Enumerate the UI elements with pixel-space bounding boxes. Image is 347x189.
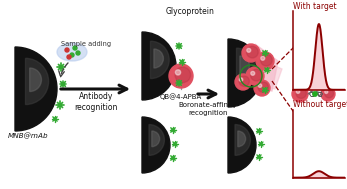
Wedge shape — [238, 131, 246, 147]
Circle shape — [60, 66, 62, 68]
Wedge shape — [154, 49, 163, 68]
Circle shape — [261, 56, 265, 60]
Text: Boronate-affinity
recognition: Boronate-affinity recognition — [179, 102, 237, 115]
Wedge shape — [142, 32, 176, 100]
Text: Antibody
recognition: Antibody recognition — [74, 92, 118, 112]
Circle shape — [235, 74, 251, 90]
Circle shape — [175, 70, 181, 75]
Circle shape — [239, 78, 243, 81]
Circle shape — [172, 157, 174, 159]
Text: MNB@mAb: MNB@mAb — [8, 133, 48, 139]
Circle shape — [70, 53, 74, 57]
Wedge shape — [149, 125, 164, 155]
Text: Without target: Without target — [293, 100, 347, 109]
Circle shape — [239, 76, 249, 86]
Circle shape — [59, 104, 61, 106]
Circle shape — [292, 86, 308, 102]
Circle shape — [254, 80, 270, 96]
Wedge shape — [25, 58, 49, 105]
Wedge shape — [15, 47, 57, 131]
Circle shape — [76, 51, 80, 55]
Ellipse shape — [57, 43, 87, 61]
Circle shape — [67, 55, 71, 59]
Circle shape — [73, 46, 77, 50]
Polygon shape — [249, 44, 278, 91]
Circle shape — [175, 67, 191, 83]
Circle shape — [181, 61, 183, 63]
Circle shape — [169, 64, 193, 88]
Circle shape — [325, 90, 328, 93]
Text: QB@4-APBA: QB@4-APBA — [160, 94, 202, 100]
Circle shape — [260, 143, 262, 145]
Circle shape — [296, 88, 306, 98]
Circle shape — [258, 156, 260, 158]
Circle shape — [261, 54, 272, 66]
Circle shape — [246, 67, 264, 85]
Circle shape — [324, 89, 333, 98]
Circle shape — [296, 90, 300, 93]
Circle shape — [313, 92, 317, 96]
Circle shape — [321, 87, 335, 101]
Circle shape — [246, 46, 258, 58]
Circle shape — [178, 82, 180, 84]
Circle shape — [256, 52, 274, 70]
Circle shape — [258, 84, 262, 87]
Wedge shape — [235, 125, 251, 155]
Circle shape — [65, 48, 69, 52]
Circle shape — [62, 83, 64, 85]
Wedge shape — [228, 39, 262, 107]
Circle shape — [178, 45, 180, 47]
Circle shape — [251, 71, 255, 75]
Wedge shape — [240, 56, 249, 75]
Circle shape — [54, 118, 56, 120]
Wedge shape — [30, 68, 41, 91]
Wedge shape — [228, 117, 256, 173]
Circle shape — [266, 69, 268, 71]
Circle shape — [247, 48, 251, 52]
Polygon shape — [240, 51, 282, 89]
Wedge shape — [151, 41, 169, 79]
Wedge shape — [237, 48, 255, 86]
Text: Glycoprotein: Glycoprotein — [166, 6, 214, 15]
Circle shape — [251, 69, 262, 81]
Circle shape — [264, 89, 266, 91]
Circle shape — [264, 52, 266, 54]
Text: With target: With target — [293, 2, 337, 11]
Circle shape — [174, 143, 176, 145]
Text: Sample adding: Sample adding — [61, 41, 111, 47]
Circle shape — [258, 130, 260, 132]
Circle shape — [242, 44, 260, 62]
Wedge shape — [152, 131, 160, 147]
Circle shape — [258, 82, 268, 92]
Circle shape — [172, 129, 174, 131]
Wedge shape — [142, 117, 170, 173]
